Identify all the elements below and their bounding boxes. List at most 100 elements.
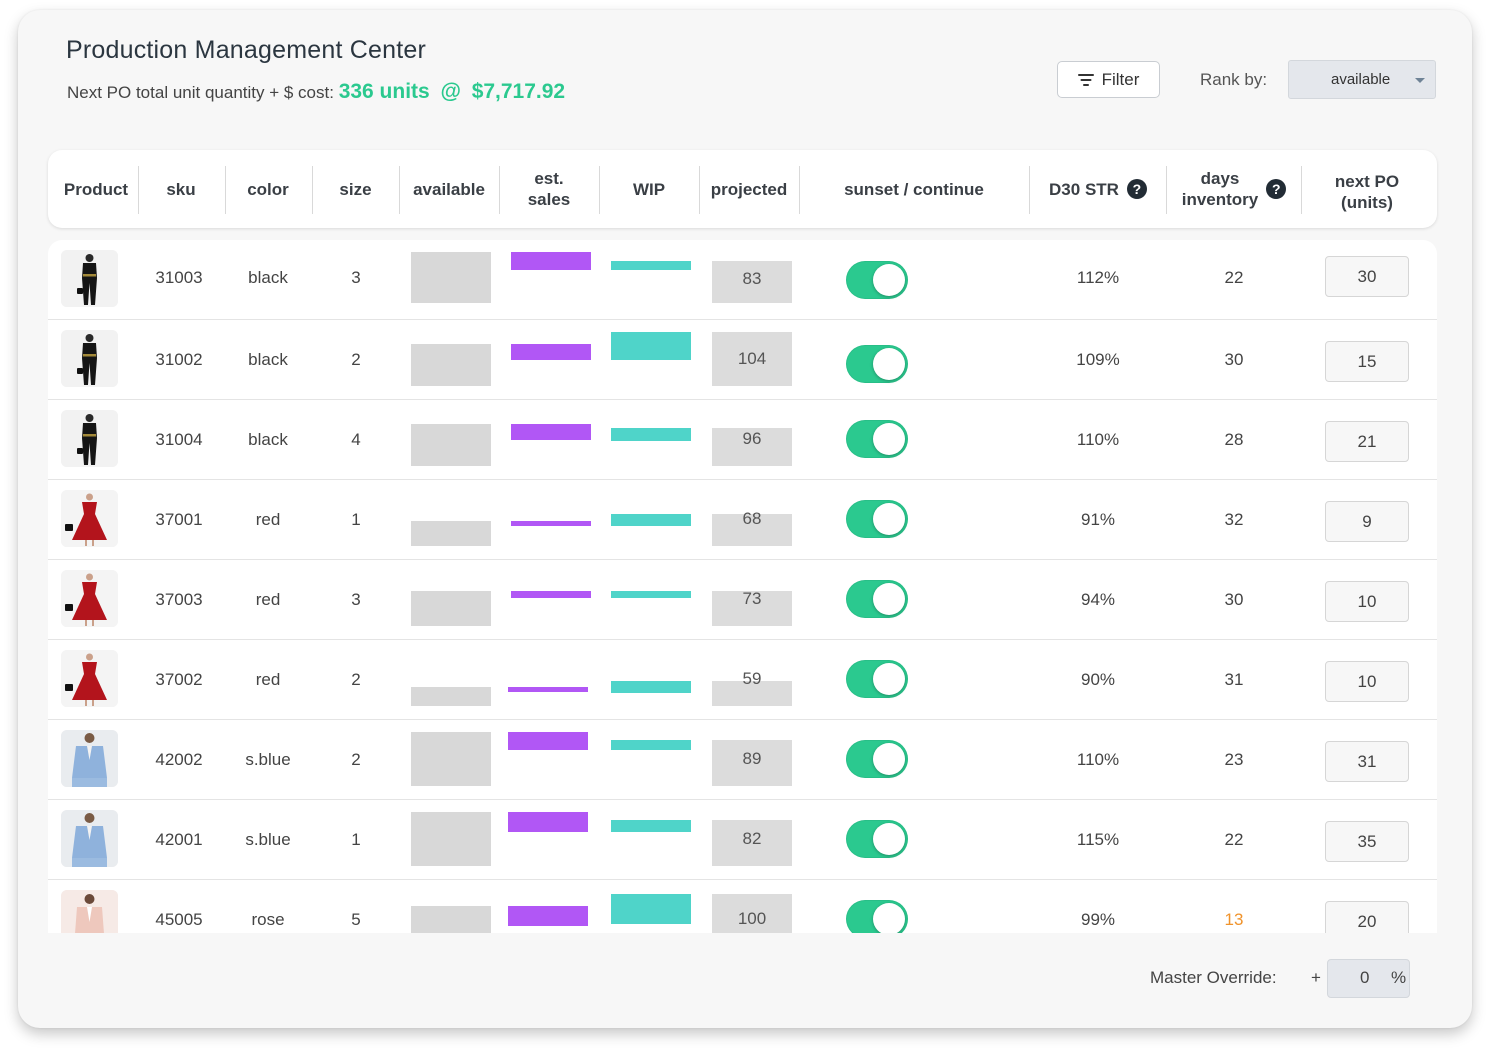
product-thumbnail[interactable]: [61, 330, 118, 387]
sunset-continue-toggle[interactable]: [846, 660, 908, 698]
master-override-plus: +: [1311, 968, 1321, 987]
next-po-input[interactable]: [1325, 901, 1409, 933]
days-inventory-cell: 23: [1224, 750, 1244, 769]
next-po-input[interactable]: [1325, 421, 1409, 462]
size-cell: 1: [351, 830, 361, 849]
product-thumbnail[interactable]: [61, 570, 118, 627]
days-inventory-cell: 22: [1224, 830, 1244, 849]
product-thumbnail[interactable]: [61, 730, 118, 787]
rank-by-select[interactable]: available: [1288, 60, 1436, 99]
wip-bar: [611, 261, 691, 270]
sunset-continue-toggle[interactable]: [846, 345, 908, 383]
rank-by-label: Rank by:: [1200, 70, 1268, 89]
toggle-knob: [873, 663, 905, 695]
filter-button[interactable]: Filter: [1057, 61, 1160, 98]
col-days-inventory[interactable]: days inventory ?: [1167, 150, 1301, 228]
size-cell: 1: [351, 510, 361, 529]
available-bar: [411, 732, 491, 786]
projected-value: 82: [742, 829, 762, 848]
col-sku[interactable]: sku: [166, 179, 196, 199]
days-inventory-cell: 30: [1224, 590, 1244, 609]
po-at-symbol: @: [440, 80, 461, 103]
col-available[interactable]: available: [413, 179, 485, 199]
d30-str-cell: 94%: [1080, 590, 1116, 609]
product-thumbnail[interactable]: [61, 250, 118, 307]
d30-str-cell: 112%: [1076, 268, 1120, 287]
est-sales-bar: [511, 252, 591, 270]
sunset-continue-toggle[interactable]: [846, 580, 908, 618]
col-est-sales-line1: est.: [534, 169, 564, 188]
available-bar: [411, 344, 491, 386]
table-row: 37003 red 3 73 94% 30: [48, 560, 1437, 640]
sunset-continue-toggle[interactable]: [846, 820, 908, 858]
next-po-input[interactable]: [1325, 821, 1409, 862]
next-po-input[interactable]: [1325, 581, 1409, 622]
sku-cell: 42001: [155, 830, 203, 849]
wip-bar: [611, 740, 691, 750]
sunset-continue-toggle[interactable]: [846, 420, 908, 458]
col-wip[interactable]: WIP: [632, 179, 666, 199]
master-override-label: Master Override:: [1150, 968, 1277, 987]
help-icon[interactable]: ?: [1126, 179, 1147, 199]
projected-bar: [712, 894, 792, 933]
col-sunset-continue[interactable]: sunset / continue: [844, 179, 984, 199]
next-po-input[interactable]: [1325, 341, 1409, 382]
product-thumbnail[interactable]: [61, 490, 118, 547]
sunset-continue-toggle[interactable]: [846, 261, 908, 299]
filter-button-label: Filter: [1101, 69, 1140, 89]
col-est-sales[interactable]: est. sales: [500, 150, 598, 228]
next-po-input[interactable]: [1325, 661, 1409, 702]
next-po-input[interactable]: [1325, 256, 1409, 297]
product-thumbnail[interactable]: [61, 890, 118, 933]
sunset-continue-toggle[interactable]: [846, 740, 908, 778]
color-cell: black: [248, 350, 288, 369]
next-po-input[interactable]: [1325, 741, 1409, 782]
table-row: 42002 s.blue 2 89 110% 23: [48, 720, 1437, 800]
projected-bar: [712, 681, 792, 706]
sku-cell: 42002: [155, 750, 203, 769]
col-projected[interactable]: projected: [710, 179, 788, 199]
sunset-continue-toggle[interactable]: [846, 900, 908, 933]
projected-bar: [712, 591, 792, 626]
product-thumbnail[interactable]: [61, 650, 118, 707]
d30-str-cell: 99%: [1080, 910, 1116, 929]
sunset-continue-toggle[interactable]: [846, 500, 908, 538]
page-title: Production Management Center: [66, 36, 426, 64]
col-size[interactable]: size: [339, 179, 372, 199]
col-product[interactable]: Product: [63, 179, 129, 199]
est-sales-bar: [508, 732, 588, 750]
table-row: 37001 red 1 68 91% 32: [48, 480, 1437, 560]
table-row: 37002 red 2 59 90% 31: [48, 640, 1437, 720]
color-cell: rose: [251, 910, 285, 929]
col-est-sales-line2: sales: [527, 190, 571, 209]
projected-value: 68: [742, 509, 762, 528]
product-thumbnail[interactable]: [61, 410, 118, 467]
d30-str-cell: 109%: [1076, 350, 1120, 369]
help-icon[interactable]: ?: [1266, 179, 1287, 199]
col-d30-label: D30 STR: [1049, 179, 1119, 199]
projected-bar: [712, 332, 792, 386]
product-thumbnail[interactable]: [61, 810, 118, 867]
col-days-line1: days: [1200, 169, 1240, 188]
col-color[interactable]: color: [247, 179, 289, 199]
est-sales-bar: [511, 344, 591, 360]
wip-bar: [611, 514, 691, 526]
available-bar: [411, 591, 491, 626]
master-override-input[interactable]: [1327, 959, 1410, 998]
est-sales-bar: [511, 521, 591, 526]
next-po-input[interactable]: [1325, 501, 1409, 542]
col-next-po[interactable]: next PO (units): [1302, 150, 1432, 228]
projected-value: 100: [737, 909, 767, 928]
size-cell: 5: [351, 910, 361, 929]
size-cell: 3: [351, 590, 361, 609]
toggle-knob: [873, 264, 905, 296]
toggle-knob: [873, 348, 905, 380]
master-override-percent: %: [1391, 968, 1407, 987]
toggle-knob: [873, 583, 905, 615]
sku-cell: 37003: [155, 590, 203, 609]
wip-bar: [611, 591, 691, 598]
col-d30-str[interactable]: D30 STR ?: [1030, 150, 1166, 228]
sku-cell: 31003: [155, 268, 203, 287]
table-row: 31004 black 4 96 110% 28: [48, 400, 1437, 480]
days-inventory-cell: 22: [1224, 268, 1244, 287]
